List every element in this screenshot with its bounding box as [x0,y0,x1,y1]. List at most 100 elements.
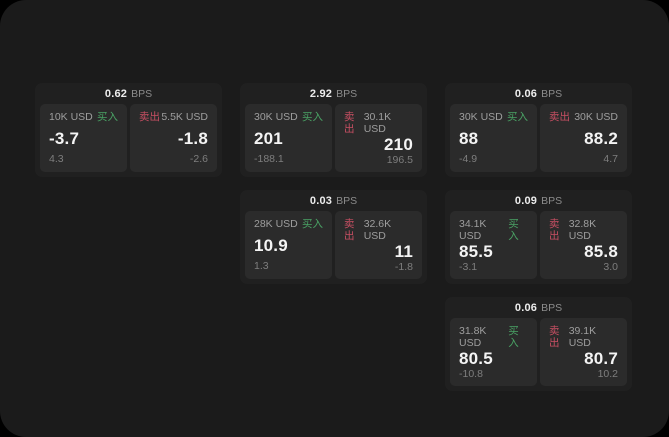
sell-sub-value: 196.5 [386,154,413,166]
bps-unit-label: BPS [336,87,358,100]
sell-notional: 5.5K USD [161,111,208,123]
sell-quote-panel[interactable]: 卖出 32.6K USD 11 -1.8 [335,211,422,279]
sell-panel-top-row: 卖出 32.6K USD [344,218,413,242]
buy-notional: 31.8K USD [459,325,487,349]
buy-side-tag: 买入 [302,111,323,123]
bps-value: 0.06 [514,301,538,314]
bps-header: 0.09 BPS [445,190,632,211]
buy-sub-value: -4.9 [459,153,478,165]
bps-header: 0.62 BPS [35,83,222,104]
sell-side-tag: 卖出 [139,111,160,123]
quote-panels: 30K USD 买入 88 -4.9 卖出 30K USD 88.2 4.7 [450,104,627,172]
sell-quote-panel[interactable]: 卖出 30K USD 88.2 4.7 [540,104,627,172]
quote-card: 0.03 BPS 28K USD 买入 10.9 1.3 卖出 32.6K US… [240,190,427,284]
buy-side-tag: 买入 [507,111,528,123]
quote-panels: 30K USD 买入 201 -188.1 卖出 30.1K USD 210 1… [245,104,422,172]
sell-price: -1.8 [177,128,208,148]
buy-side-tag: 买入 [302,218,323,230]
sell-notional: 30.1K USD [363,111,392,135]
buy-quote-panel[interactable]: 34.1K USD 买入 85.5 -3.1 [450,211,537,279]
sell-quote-panel[interactable]: 卖出 32.8K USD 85.8 3.0 [540,211,627,279]
buy-quote-panel[interactable]: 30K USD 买入 201 -188.1 [245,104,332,172]
buy-side-tag: 买入 [508,218,519,242]
buy-panel-top-row: 28K USD 买入 [254,218,323,230]
quote-card: 0.06 BPS 30K USD 买入 88 -4.9 卖出 30K USD 8… [445,83,632,177]
bps-unit-label: BPS [541,301,563,314]
sell-quote-panel[interactable]: 卖出 5.5K USD -1.8 -2.6 [130,104,217,172]
quote-card: 0.62 BPS 10K USD 买入 -3.7 4.3 卖出 5.5K USD… [35,83,222,177]
buy-price: 88 [459,128,479,148]
buy-quote-panel[interactable]: 10K USD 买入 -3.7 4.3 [40,104,127,172]
buy-sub-value: -188.1 [254,153,284,165]
bps-unit-label: BPS [131,87,153,100]
quote-card: 0.09 BPS 34.1K USD 买入 85.5 -3.1 卖出 32.8K… [445,190,632,284]
bps-header: 0.06 BPS [445,83,632,104]
buy-panel-top-row: 30K USD 买入 [459,111,528,123]
sell-price: 85.8 [584,242,618,261]
buy-side-tag: 买入 [97,111,118,123]
buy-notional: 30K USD [459,111,503,123]
sell-side-tag: 卖出 [549,218,560,242]
buy-quote-panel[interactable]: 31.8K USD 买入 80.5 -10.8 [450,318,537,386]
sell-panel-top-row: 卖出 32.8K USD [549,218,618,242]
sell-sub-value: -1.8 [394,261,413,273]
buy-quote-panel[interactable]: 28K USD 买入 10.9 1.3 [245,211,332,279]
sell-notional: 30K USD [574,111,618,123]
buy-sub-value: -10.8 [459,368,483,380]
sell-panel-top-row: 卖出 30K USD [549,111,618,123]
sell-quote-panel[interactable]: 卖出 30.1K USD 210 196.5 [335,104,422,172]
sell-sub-value: 3.0 [603,261,618,273]
buy-notional: 34.1K USD [459,218,487,242]
sell-panel-top-row: 卖出 5.5K USD [139,111,208,123]
quote-panels: 31.8K USD 买入 80.5 -10.8 卖出 39.1K USD 80.… [450,318,627,386]
sell-panel-top-row: 卖出 30.1K USD [344,111,413,135]
sell-sub-value: -2.6 [189,153,208,165]
buy-price: 201 [254,128,283,148]
bps-header: 0.06 BPS [445,297,632,318]
sell-panel-top-row: 卖出 39.1K USD [549,325,618,349]
bps-unit-label: BPS [336,194,358,207]
buy-notional: 30K USD [254,111,298,123]
buy-price: 10.9 [254,235,288,255]
sell-sub-value: 10.2 [597,368,618,380]
buy-price: 85.5 [459,242,493,261]
sell-side-tag: 卖出 [344,218,355,242]
buy-panel-top-row: 10K USD 买入 [49,111,118,123]
buy-quote-panel[interactable]: 30K USD 买入 88 -4.9 [450,104,537,172]
sell-notional: 32.8K USD [568,218,597,242]
buy-sub-value: 1.3 [254,260,269,272]
bps-value: 0.62 [104,87,128,100]
sell-price: 80.7 [584,349,618,368]
sell-quote-panel[interactable]: 卖出 39.1K USD 80.7 10.2 [540,318,627,386]
buy-notional: 10K USD [49,111,93,123]
sell-side-tag: 卖出 [549,325,560,349]
buy-price: -3.7 [49,128,80,148]
bps-value: 0.09 [514,194,538,207]
bps-header: 2.92 BPS [240,83,427,104]
buy-panel-top-row: 30K USD 买入 [254,111,323,123]
bps-value: 2.92 [309,87,333,100]
sell-side-tag: 卖出 [549,111,570,123]
bps-value: 0.03 [309,194,333,207]
bps-value: 0.06 [514,87,538,100]
buy-side-tag: 买入 [508,325,519,349]
bps-unit-label: BPS [541,194,563,207]
quote-panels: 10K USD 买入 -3.7 4.3 卖出 5.5K USD -1.8 -2.… [40,104,217,172]
sell-side-tag: 卖出 [344,111,355,135]
sell-notional: 32.6K USD [363,218,392,242]
quote-panels: 28K USD 买入 10.9 1.3 卖出 32.6K USD 11 -1.8 [245,211,422,279]
quote-panels: 34.1K USD 买入 85.5 -3.1 卖出 32.8K USD 85.8… [450,211,627,279]
quote-card: 0.06 BPS 31.8K USD 买入 80.5 -10.8 卖出 39.1… [445,297,632,391]
sell-notional: 39.1K USD [568,325,597,349]
sell-sub-value: 4.7 [603,153,618,165]
buy-sub-value: -3.1 [459,261,478,273]
buy-panel-top-row: 34.1K USD 买入 [459,218,528,242]
sell-price: 210 [384,135,413,154]
buy-panel-top-row: 31.8K USD 买入 [459,325,528,349]
quote-card: 2.92 BPS 30K USD 买入 201 -188.1 卖出 30.1K … [240,83,427,177]
buy-sub-value: 4.3 [49,153,64,165]
bps-header: 0.03 BPS [240,190,427,211]
buy-price: 80.5 [459,349,493,368]
